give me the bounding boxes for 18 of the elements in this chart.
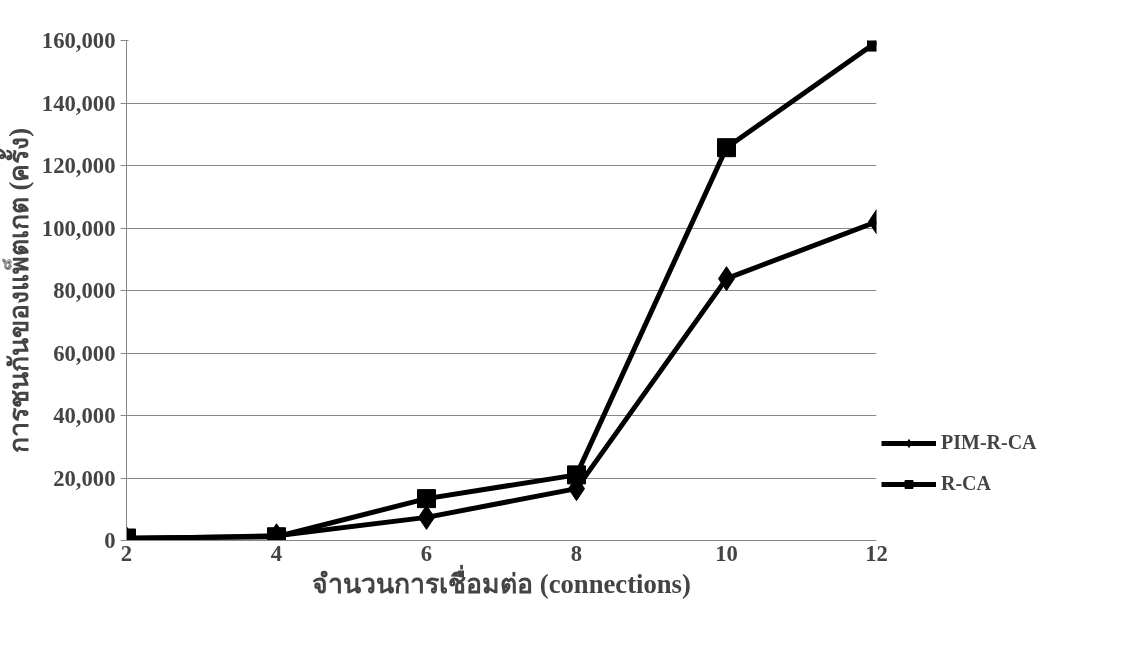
- y-tick-label: 140,000: [41, 90, 116, 116]
- y-tick-label: 0: [104, 528, 116, 553]
- x-tick-label: 2: [120, 540, 133, 566]
- legend-label: PIM-R-CA: [941, 431, 1037, 454]
- y-tick-label: 20,000: [53, 465, 116, 491]
- y-axis-title: การชนกันของแพ็ตเกต (ครั้ง): [0, 127, 34, 454]
- y-tick-label: 160,000: [41, 28, 116, 53]
- y-tick-label: 120,000: [41, 153, 116, 178]
- y-tick-label: 60,000: [53, 340, 116, 366]
- legend-label: R-CA: [941, 472, 991, 495]
- y-tick-label: 40,000: [53, 403, 116, 428]
- x-tick-label: 10: [715, 540, 738, 566]
- y-tick-label: 80,000: [53, 278, 116, 303]
- x-tick-label: 8: [570, 540, 583, 566]
- x-tick-label: 6: [420, 540, 433, 566]
- y-tick-label: 100,000: [41, 215, 116, 241]
- x-tick-label: 12: [865, 540, 888, 566]
- x-tick-label: 4: [270, 540, 283, 566]
